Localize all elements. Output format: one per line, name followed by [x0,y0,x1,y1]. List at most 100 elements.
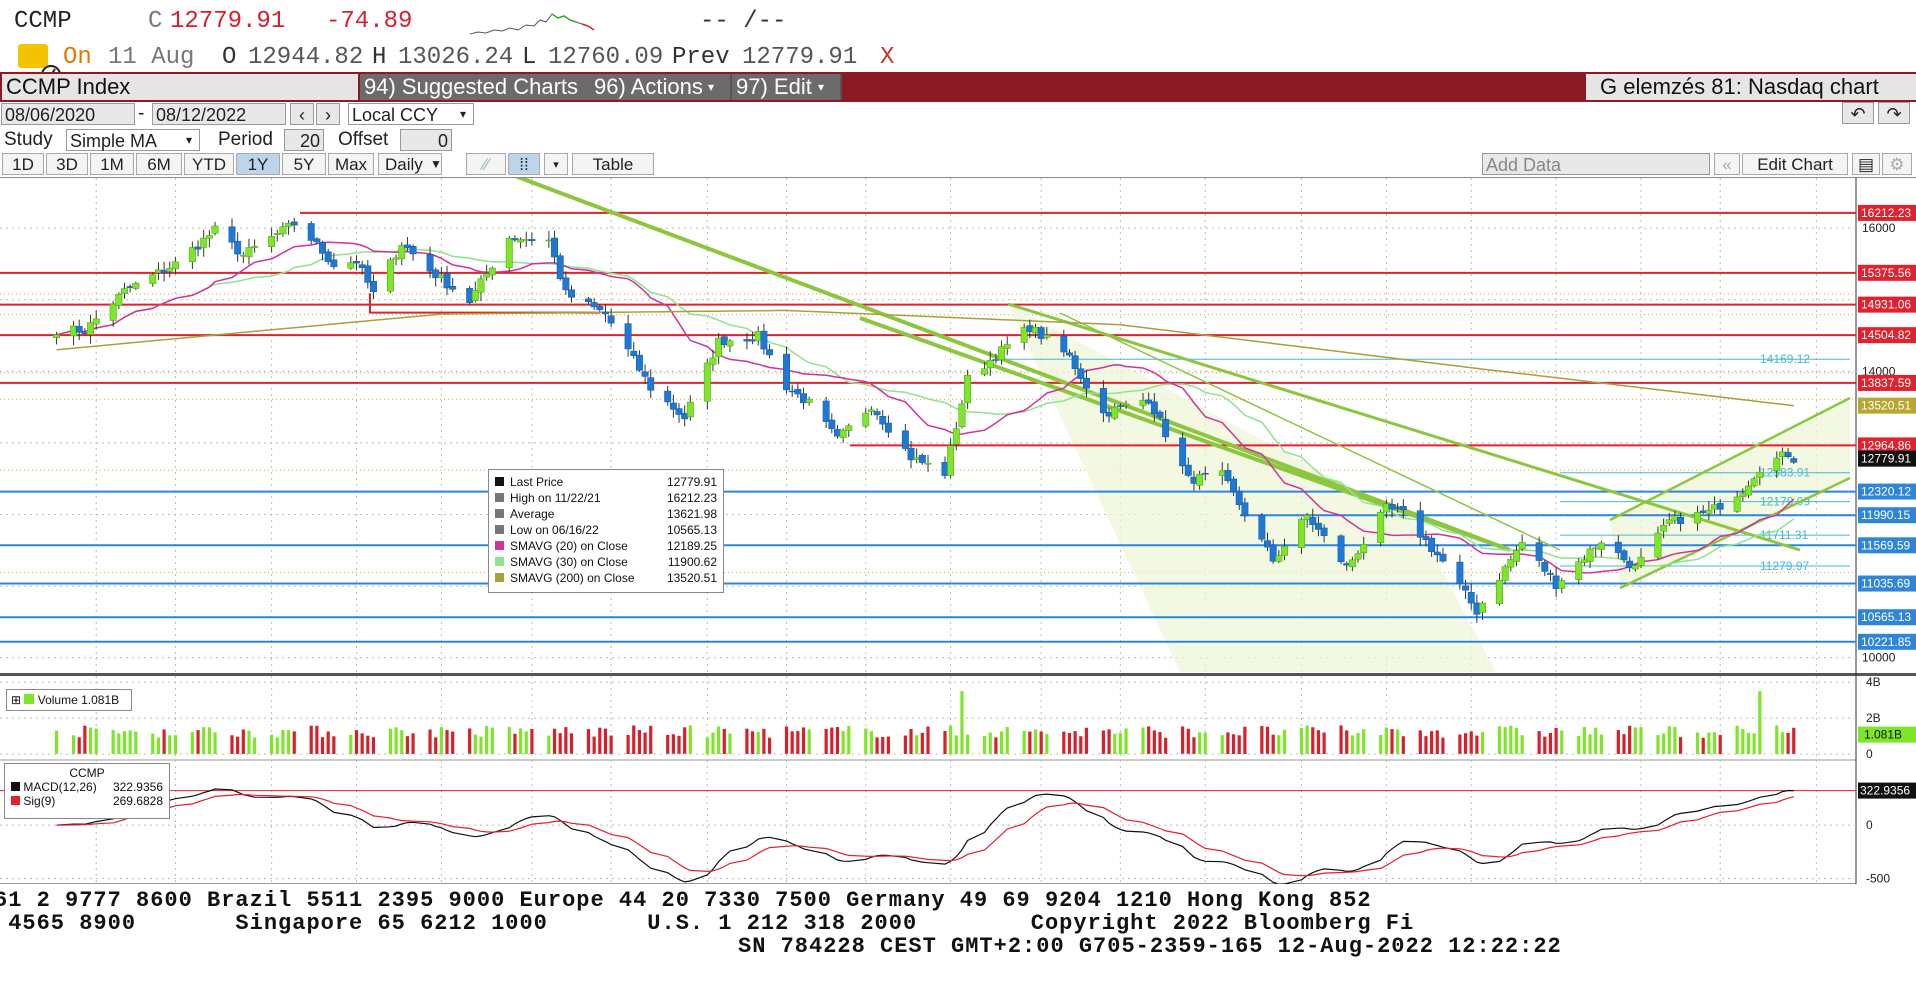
volume-bar [847,726,851,754]
candle-body [1439,553,1447,562]
sma30-line [56,248,1795,567]
collapse-icon[interactable]: « [1714,153,1740,175]
legend-row-value: 11900.62 [667,555,717,569]
level-tag-label: 10565.13 [1861,610,1911,624]
volume-bar [1548,732,1553,754]
redo-icon[interactable]: ↷ [1878,102,1910,124]
candle-body [1060,335,1068,353]
candle-body [1756,471,1764,478]
chart-type-chevron-icon[interactable]: ▾ [544,153,568,175]
expand-icon[interactable]: ⊞ [11,693,22,707]
line-chart-icon[interactable]: ⁄⁄ [466,153,506,175]
macd-line [56,788,1794,884]
offset-input[interactable]: 0 [400,129,452,151]
candle-chart-icon[interactable]: ⁞⁞ [508,153,540,175]
volume-bar [1463,733,1468,754]
next-period-icon[interactable]: › [316,103,340,125]
actions-button[interactable]: 96) Actions [590,74,732,100]
candle-body [1705,509,1713,514]
volume-bar [688,725,692,754]
tab-max[interactable]: Max [328,153,374,175]
security-field[interactable]: CCMP Index [2,74,358,100]
volume-bar [881,737,885,754]
study-row: Study Simple MA ▾ Period 20 Offset 0 [0,128,1916,152]
candle-body [1162,419,1170,438]
candle-body [1513,550,1520,562]
candle-body [1314,522,1322,530]
candle-body [1099,388,1107,414]
volume-bar [366,735,370,754]
candle-body [551,237,558,258]
volume-bar [490,727,494,754]
volume-bar [1752,733,1756,754]
range-value: -- /-- [700,8,787,35]
tab-1d[interactable]: 1D [2,153,44,175]
edit-chart-button[interactable]: Edit Chart [1742,153,1848,175]
volume-bar [405,736,410,754]
candle-body [251,246,259,248]
candle-body [171,261,179,270]
volume-bar [77,737,81,754]
volume-bar [728,733,732,754]
level-tag [1858,483,1916,500]
gear-icon[interactable]: ⚙ [1882,153,1912,175]
legend-row-value: 12189.25 [666,539,717,553]
table-button[interactable]: Table [572,153,654,175]
candle-body [981,368,989,375]
volume-bar [671,734,675,754]
legend-rows: Last Price 12779.91 High on 11/22/21 16212.… [495,474,717,586]
volume-last-tag [1858,726,1916,743]
pane-divider[interactable] [0,673,1916,676]
candle-body [1558,580,1566,589]
study-select[interactable]: Simple MA [66,129,200,151]
price-legend: Last Price 12779.91 High on 11/22/21 16212.… [488,469,724,593]
tab-6m[interactable]: 6M [136,153,182,175]
frequency-select[interactable]: Daily [378,153,442,175]
volume-bar [1588,734,1592,754]
candle-body [205,235,213,239]
end-date-input[interactable]: 08/12/2022 [152,103,286,125]
add-data-input[interactable]: Add Data [1482,153,1710,175]
candle-body [1179,437,1187,467]
tab-3d[interactable]: 3D [46,153,88,175]
study-chevron-icon: ▾ [186,133,193,147]
period-input[interactable]: 20 [284,129,324,151]
candle-body [1337,535,1345,563]
candle-body [1116,405,1124,407]
tab-1y[interactable]: 1Y [236,153,280,175]
candles [53,217,1798,623]
open-label: O [222,44,237,71]
start-date-input[interactable]: 08/06/2020 [1,103,135,125]
volume-bar [1186,728,1190,754]
gauge-icon[interactable] [18,44,61,85]
volume-bar [1158,732,1162,754]
volume-bar [1124,728,1128,754]
tab-1m[interactable]: 1M [90,153,134,175]
currency-select[interactable]: Local CCY [348,103,474,125]
on-label: On [63,44,92,71]
candle-body [1224,470,1232,481]
chart-settings-icon[interactable]: ▤ [1852,153,1880,175]
tab-5y[interactable]: 5Y [282,153,326,175]
candle-body [1597,542,1605,550]
volume-bar [1022,730,1026,754]
volume-bar [835,726,840,754]
volume-bar [281,730,285,754]
legend-row: Average 13621.98 [495,506,717,522]
undo-icon[interactable]: ↶ [1842,102,1874,124]
prev-period-icon[interactable]: ‹ [290,103,314,125]
edit-button[interactable]: 97) Edit [732,74,842,100]
ticker-tape: 61 2 9777 8600 Brazil 5511 2395 9000 Eur… [0,884,1916,1002]
candle-body [794,388,802,395]
legend-swatch [495,541,504,550]
close-quote-button[interactable]: X [880,44,895,71]
volume-bar [1339,725,1343,754]
candle-body [194,246,202,250]
suggested-charts-button[interactable]: 94) Suggested Charts [360,74,592,100]
volume-bar [1695,732,1700,754]
legend-swatch [495,493,504,502]
volume-bar [1271,734,1275,754]
tab-ytd[interactable]: YTD [184,153,234,175]
candle-body [766,349,774,356]
volume-bar [315,725,319,754]
